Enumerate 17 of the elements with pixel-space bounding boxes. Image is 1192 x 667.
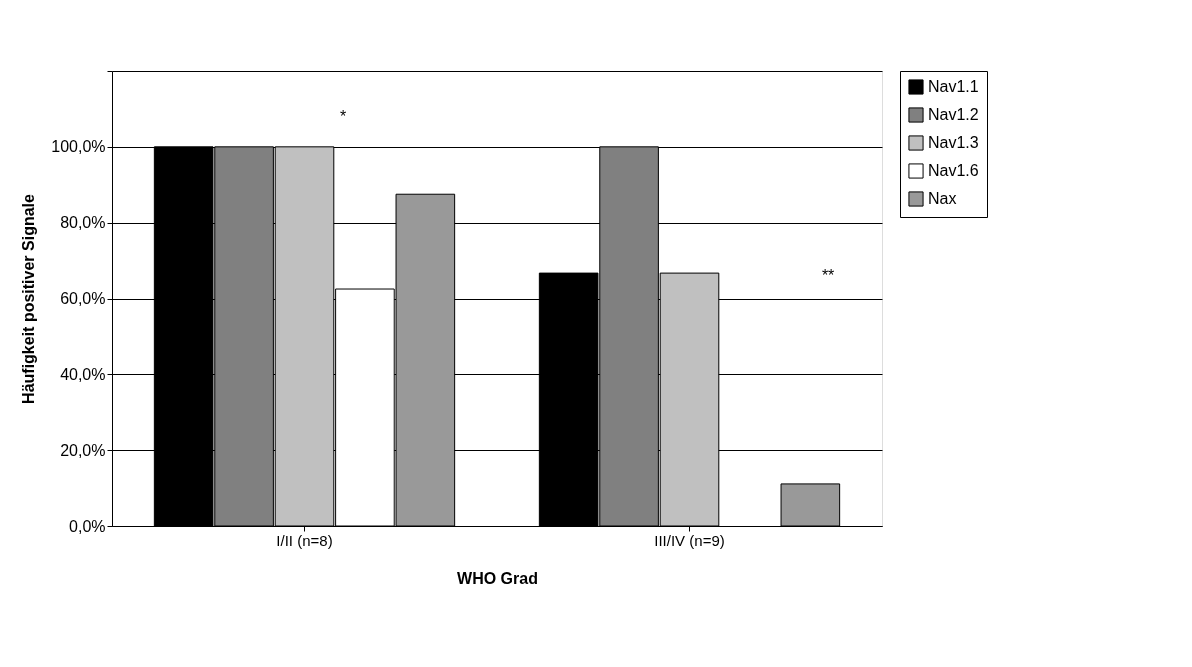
y-tick-label: 60,0% (60, 290, 106, 307)
y-tick-label: 40,0% (60, 365, 106, 383)
y-tick-label: 0,0% (69, 517, 106, 535)
legend-label: Nav1.1 (928, 78, 979, 95)
x-tick-label: III/IV (n=9) (654, 531, 725, 549)
x-tick-label: I/II (n=8) (276, 531, 333, 549)
x-axis-title: WHO Grad (457, 569, 538, 587)
y-tick-label: 80,0% (60, 214, 106, 232)
y-axis-title: Häufigkeit positiver Signale (20, 193, 38, 404)
legend-label: Nax (928, 190, 957, 207)
legend-label: Nav1.3 (928, 134, 979, 151)
y-tick-label: 100,0% (51, 138, 106, 156)
annotation: * (339, 107, 347, 125)
annotation: ** (821, 266, 835, 284)
legend-label: Nav1.2 (928, 106, 979, 123)
y-tick-label: 20,0% (60, 441, 106, 459)
legend-label: Nav1.6 (928, 162, 979, 179)
